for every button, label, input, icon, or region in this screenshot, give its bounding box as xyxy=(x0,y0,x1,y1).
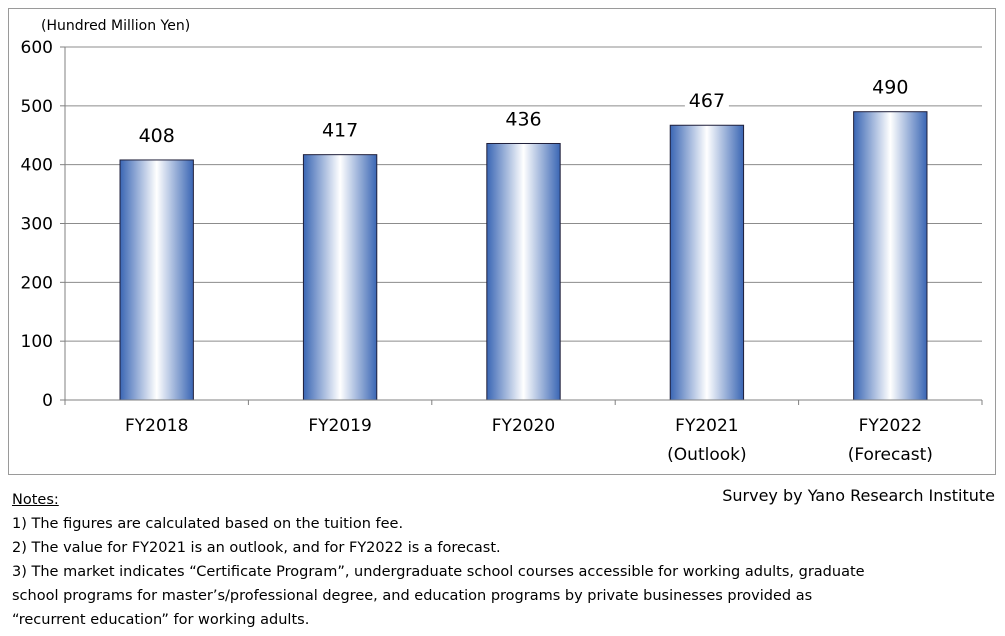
x-category-label: FY2022 xyxy=(859,416,922,436)
chart-frame: (Hundred Million Yen) 0 100 200 300 400 500 60… xyxy=(8,8,996,475)
x-category-label: FY2019 xyxy=(308,416,371,436)
y-tick-label: 500 xyxy=(21,97,53,117)
note-line: “recurrent education” for working adults… xyxy=(12,612,310,628)
bar-fy2020 xyxy=(486,142,561,401)
x-category-label: FY2018 xyxy=(125,416,188,436)
bar-fy2021 xyxy=(669,124,745,401)
notes: Notes: 1) The figures are calculated bas… xyxy=(12,488,912,632)
note-line: school programs for master’s/professiona… xyxy=(12,588,813,604)
data-label-bg xyxy=(868,74,913,100)
data-label: 436 xyxy=(505,108,541,130)
data-label-bg xyxy=(684,88,729,114)
bar-chart: (Hundred Million Yen) 0 100 200 300 400 500 60… xyxy=(21,18,983,465)
x-category-label: FY2020 xyxy=(492,416,555,436)
data-label: 490 xyxy=(872,77,908,99)
data-label: 467 xyxy=(689,90,725,112)
source-credit: Survey by Yano Research Institute xyxy=(722,486,995,505)
y-tick-label: 100 xyxy=(21,332,53,352)
note-line: 2) The value for FY2021 is an outlook, a… xyxy=(12,540,501,556)
x-category-label: FY2021 xyxy=(675,416,738,436)
y-tick-label: 400 xyxy=(21,156,53,176)
y-tick-label: 300 xyxy=(21,215,53,235)
x-category-label: (Outlook) xyxy=(667,445,746,465)
notes-title: Notes: xyxy=(12,492,59,508)
bar-fy2019 xyxy=(302,154,378,401)
bar-fy2022 xyxy=(853,111,928,401)
y-tick-label: 600 xyxy=(21,38,53,58)
y-tick-label: 0 xyxy=(42,391,53,411)
data-label: 417 xyxy=(322,120,358,142)
x-category-label: (Forecast) xyxy=(848,445,933,465)
data-label-bg xyxy=(318,117,363,143)
note-line: 1) The figures are calculated based on t… xyxy=(12,516,404,532)
data-label: 408 xyxy=(139,125,175,147)
note-line: 3) The market indicates “Certificate Pro… xyxy=(12,564,865,580)
y-tick-label: 200 xyxy=(21,273,53,293)
data-label-bg xyxy=(134,122,179,148)
data-label-bg xyxy=(501,106,546,132)
bar-fy2018 xyxy=(119,159,194,401)
y-axis-unit-label: (Hundred Million Yen) xyxy=(41,18,190,34)
